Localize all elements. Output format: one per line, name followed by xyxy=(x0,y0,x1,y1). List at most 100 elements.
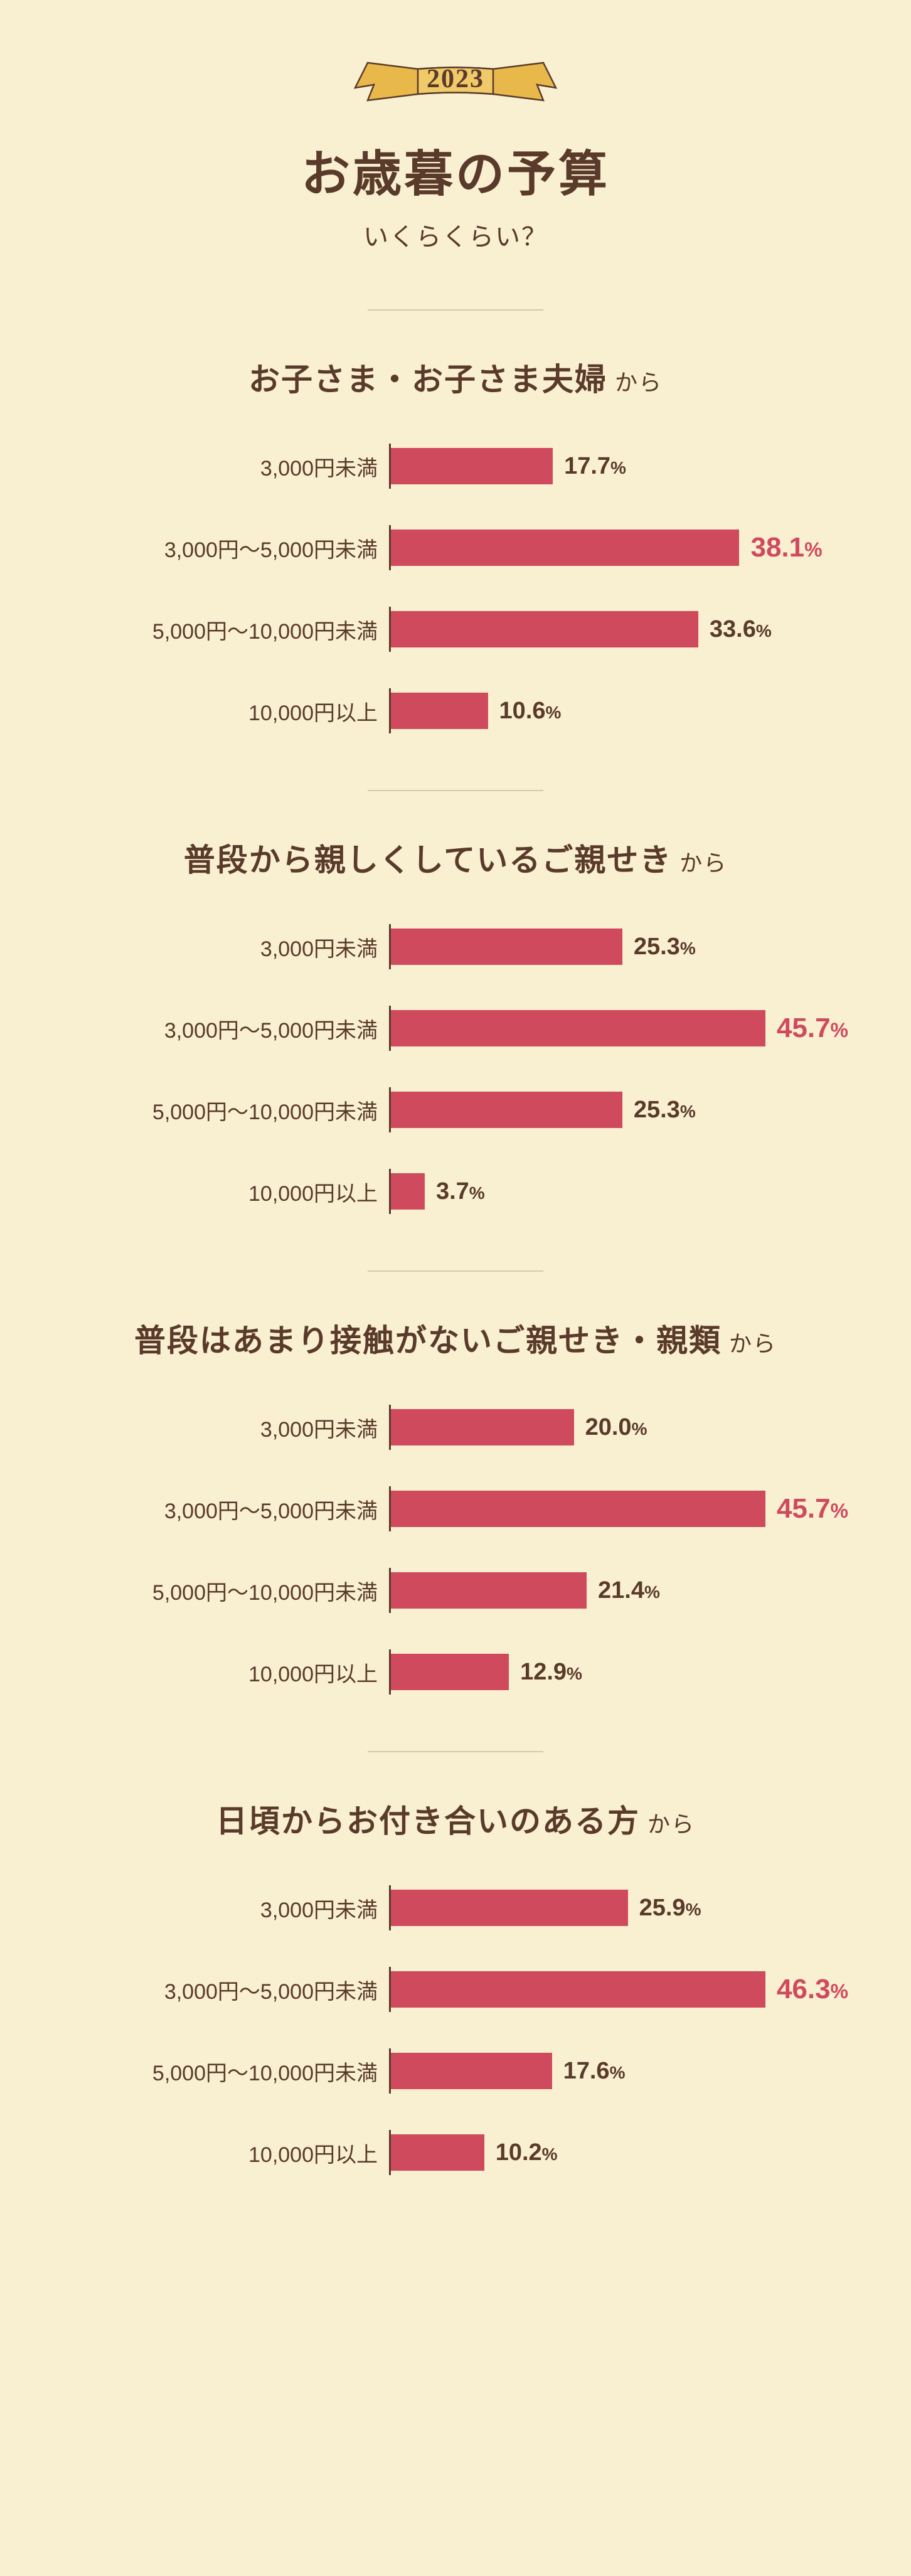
bar-chart: 3,000円未満 25.3% 3,000円〜5,000円未満45.7% 5,000円〜… xyxy=(38,924,873,1214)
row-label: 3,000円未満 xyxy=(63,1893,389,1924)
chart-section: お子さま・お子さま夫婦 から 3,000円未満 17.7% 3,000円〜5,000円… xyxy=(38,354,873,733)
bar xyxy=(391,1491,765,1527)
section-title: お子さま・お子さま夫婦 から xyxy=(38,354,873,400)
bar-area: 25.9% xyxy=(389,1885,848,1930)
chart-section: 日頃からお付き合いのある方 から 3,000円未満 25.9% 3,000円〜5,00… xyxy=(38,1796,873,2175)
bar-area: 25.3% xyxy=(389,1087,848,1132)
row-label: 3,000円〜5,000円未満 xyxy=(63,1974,389,2005)
year-ribbon: 2023 xyxy=(343,50,568,113)
bar xyxy=(391,448,553,484)
bar xyxy=(391,1890,628,1926)
bar-area: 45.7% xyxy=(389,1006,848,1051)
bar xyxy=(391,530,739,566)
section-title-suffix: から xyxy=(672,850,727,876)
bar-area: 10.6% xyxy=(389,688,848,733)
bar xyxy=(391,1092,622,1128)
row-label: 10,000円以上 xyxy=(63,1176,389,1207)
bar xyxy=(391,1572,587,1609)
row-value: 17.6% xyxy=(563,2058,626,2085)
row-value: 3.7% xyxy=(436,1178,485,1205)
bar xyxy=(391,1654,509,1690)
section-title-main: 普段から親しくしているご親せき xyxy=(184,843,673,878)
bar xyxy=(391,1971,765,2008)
row-label: 10,000円以上 xyxy=(63,2137,389,2168)
section-divider xyxy=(368,790,543,791)
bar-area: 20.0% xyxy=(389,1405,848,1450)
chart-section: 普段はあまり接触がないご親せき・親類 から3,000円未満20.0%3,000円… xyxy=(38,1316,873,1695)
row-label: 5,000円〜10,000円未満 xyxy=(63,1575,389,1606)
bar xyxy=(391,693,488,729)
row-label: 5,000円〜10,000円未満 xyxy=(63,2056,389,2087)
bar-area: 3.7% xyxy=(389,1169,848,1214)
row-label: 3,000円〜5,000円未満 xyxy=(63,1494,389,1525)
chart-row: 3,000円〜5,000円未満45.7% xyxy=(63,1006,848,1051)
row-value: 25.3% xyxy=(634,1097,696,1124)
section-title: 普段はあまり接触がないご親せき・親類 から xyxy=(38,1316,873,1361)
chart-row: 10,000円以上 12.9% xyxy=(63,1649,848,1695)
subtitle: いくらくらい？ xyxy=(38,216,873,253)
bar-area: 25.3% xyxy=(389,924,848,969)
row-label: 3,000円未満 xyxy=(63,932,389,962)
row-value: 33.6% xyxy=(710,616,772,643)
main-title: お歳暮の予算 xyxy=(38,135,873,205)
section-title: 普段から親しくしているご親せき から xyxy=(38,835,873,880)
chart-row: 10,000円以上 10.6% xyxy=(63,688,848,733)
row-value: 10.2% xyxy=(496,2139,558,2166)
row-value: 12.9% xyxy=(520,1659,582,1686)
row-value: 45.7% xyxy=(777,1013,848,1044)
row-label: 3,000円未満 xyxy=(63,451,389,482)
bar-area: 10.2% xyxy=(389,2130,848,2175)
bar xyxy=(391,929,622,965)
row-value: 46.3% xyxy=(777,1974,848,2005)
bar-chart: 3,000円未満 25.9% 3,000円〜5,000円未満 46.3% 5,000円〜… xyxy=(38,1885,873,2175)
chart-row: 10,000円以上 10.2% xyxy=(63,2130,848,2175)
header: 2023 お歳暮の予算 いくらくらい？ xyxy=(38,50,873,253)
bar xyxy=(391,1010,765,1046)
bar-area: 46.3% xyxy=(389,1967,848,2012)
chart-row: 3,000円未満 25.9% xyxy=(63,1885,848,1930)
chart-row: 3,000円未満 17.7% xyxy=(63,444,848,489)
bar-area: 17.7% xyxy=(389,444,848,489)
bar-area: 33.6% xyxy=(389,607,848,652)
row-value: 45.7% xyxy=(777,1493,848,1525)
row-label: 10,000円以上 xyxy=(63,696,389,726)
section-title-suffix: から xyxy=(607,370,663,395)
bar-area: 12.9% xyxy=(389,1649,848,1695)
chart-row: 5,000円〜10,000円未満 21.4% xyxy=(63,1568,848,1613)
chart-row: 3,000円未満 25.3% xyxy=(63,924,848,969)
section-divider xyxy=(368,1751,543,1752)
bar xyxy=(391,1173,425,1210)
row-label: 3,000円未満 xyxy=(63,1412,389,1443)
chart-row: 5,000円〜10,000円未満 17.6% xyxy=(63,2048,848,2094)
row-value: 21.4% xyxy=(598,1577,660,1604)
section-title-suffix: から xyxy=(640,1811,695,1837)
section-divider xyxy=(368,1270,543,1272)
chart-row: 10,000円以上 3.7% xyxy=(63,1169,848,1214)
row-label: 5,000円〜10,000円未満 xyxy=(63,614,389,645)
row-value: 10.6% xyxy=(499,698,562,725)
section-title-main: 普段はあまり接触がないご親せき・親類 xyxy=(134,1323,722,1358)
section-title-main: 日頃からお付き合いのある方 xyxy=(216,1804,640,1839)
chart-row: 3,000円〜5,000円未満 45.7% xyxy=(63,1486,848,1531)
chart-row: 3,000円〜5,000円未満38.1% xyxy=(63,525,848,570)
bar xyxy=(391,2134,484,2171)
row-value: 25.3% xyxy=(634,934,696,961)
bar-chart: 3,000円未満20.0% 3,000円〜5,000円未満 45.7% 5,000円〜… xyxy=(38,1405,873,1695)
year-text: 2023 xyxy=(427,64,484,94)
bar-chart: 3,000円未満 17.7% 3,000円〜5,000円未満38.1% 5,000円〜… xyxy=(38,444,873,733)
row-label: 10,000円以上 xyxy=(63,1657,389,1688)
chart-section: 普段から親しくしているご親せき から 3,000円未満 25.3% 3,000円〜5,… xyxy=(38,835,873,1214)
chart-row: 3,000円〜5,000円未満 46.3% xyxy=(63,1967,848,2012)
row-value: 17.7% xyxy=(564,453,626,480)
bar-area: 45.7% xyxy=(389,1486,848,1531)
chart-row: 5,000円〜10,000円未満 33.6% xyxy=(63,607,848,652)
section-title-suffix: から xyxy=(722,1331,777,1356)
row-label: 3,000円〜5,000円未満 xyxy=(63,533,389,563)
bar xyxy=(391,1409,574,1445)
section-divider xyxy=(368,309,543,311)
row-value: 25.9% xyxy=(639,1895,701,1922)
chart-row: 5,000円〜10,000円未満25.3% xyxy=(63,1087,848,1132)
bar xyxy=(391,611,698,647)
bar-area: 38.1% xyxy=(389,525,848,570)
section-title-main: お子さま・お子さま夫婦 xyxy=(248,362,607,397)
